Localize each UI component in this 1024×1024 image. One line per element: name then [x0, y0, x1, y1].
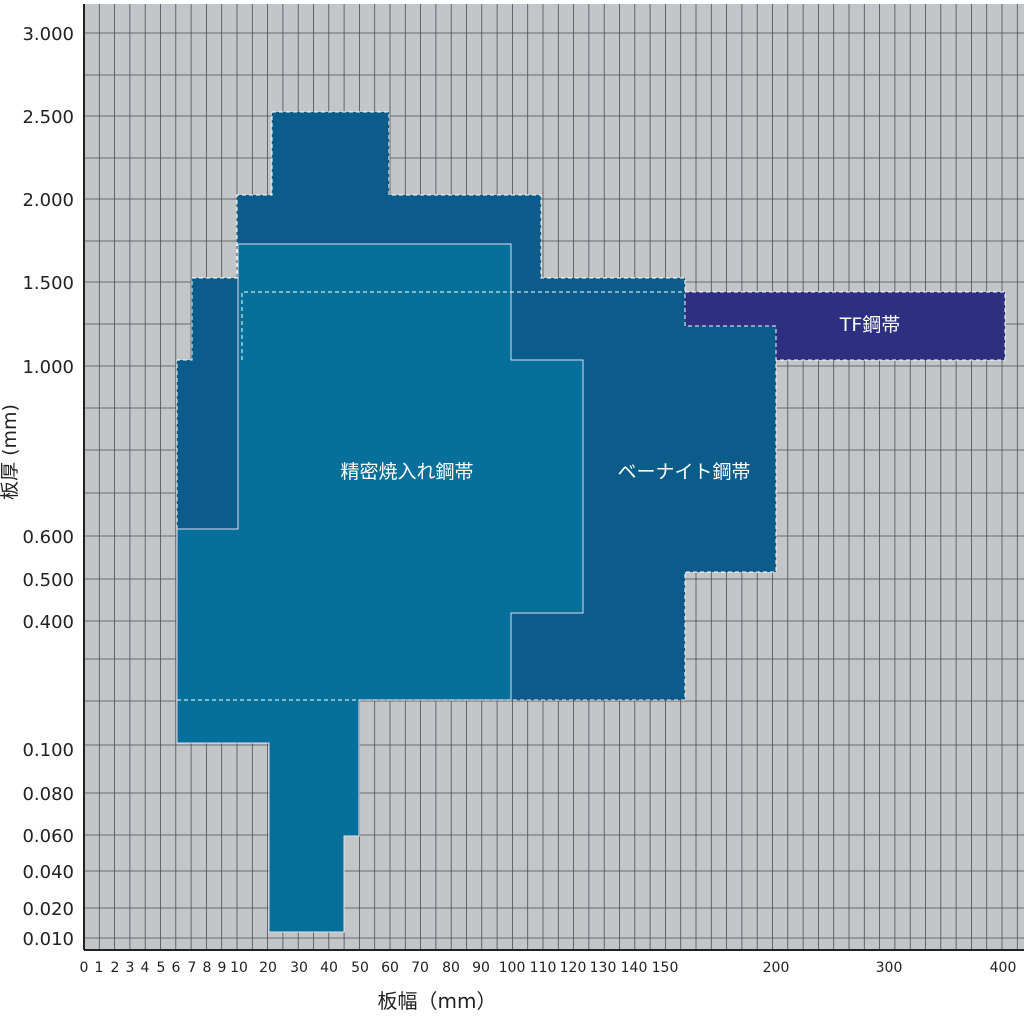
x-tick-label: 400	[990, 960, 1017, 976]
y-tick-label: 0.600	[22, 527, 74, 548]
region-label: 精密焼入れ鋼帯	[340, 461, 473, 483]
y-tick-label: 2.500	[22, 107, 74, 128]
x-tick-label: 80	[442, 960, 460, 976]
y-tick-label: 0.010	[22, 929, 74, 950]
y-tick-label: 1.000	[22, 357, 74, 378]
x-tick-label: 100	[499, 960, 526, 976]
x-tick-label: 40	[320, 960, 338, 976]
x-tick-label: 200	[763, 960, 790, 976]
x-tick-label: 0	[80, 960, 89, 976]
x-tick-label: 30	[290, 960, 308, 976]
dashed-outline	[241, 291, 685, 360]
x-tick-label: 60	[381, 960, 399, 976]
x-tick-label: 7	[188, 960, 197, 976]
x-tick-label: 50	[351, 960, 369, 976]
y-tick-label: 2.000	[22, 190, 74, 211]
x-tick-label: 3	[126, 960, 135, 976]
x-tick-label: 140	[621, 960, 648, 976]
x-tick-label: 9	[218, 960, 227, 976]
y-tick-label: 3.000	[22, 24, 74, 45]
y-tick-label: 0.500	[22, 570, 74, 591]
precision-region	[176, 243, 584, 933]
x-tick-label: 20	[259, 960, 277, 976]
x-tick-label: 90	[472, 960, 490, 976]
x-tick-label: 1	[95, 960, 104, 976]
x-tick-label: 6	[172, 960, 181, 976]
x-tick-label: 300	[876, 960, 903, 976]
y-tick-label: 1.500	[22, 273, 74, 294]
x-tick-label: 70	[411, 960, 429, 976]
y-tick-label: 0.100	[22, 740, 74, 761]
x-axis-title: 板幅（mm）	[378, 989, 497, 1013]
x-tick-label: 2	[111, 960, 120, 976]
y-axis-title: 板厚 (mm)	[0, 404, 21, 500]
y-tick-label: 0.060	[22, 826, 74, 847]
tf-region	[684, 291, 1006, 361]
x-tick-label: 130	[590, 960, 617, 976]
x-tick-label: 150	[652, 960, 679, 976]
x-tick-label: 8	[203, 960, 212, 976]
x-tick-label: 10	[230, 960, 248, 976]
x-tick-label: 5	[157, 960, 166, 976]
x-tick-label: 4	[141, 960, 150, 976]
y-tick-label: 0.400	[22, 612, 74, 633]
y-tick-label: 0.020	[22, 899, 74, 920]
y-tick-label: 0.040	[22, 862, 74, 883]
region-label: ベーナイト鋼帯	[617, 461, 750, 483]
region-label: TF鋼帯	[839, 314, 901, 336]
x-tick-label: 110	[530, 960, 557, 976]
y-tick-label: 0.080	[22, 784, 74, 805]
x-tick-label: 120	[560, 960, 587, 976]
